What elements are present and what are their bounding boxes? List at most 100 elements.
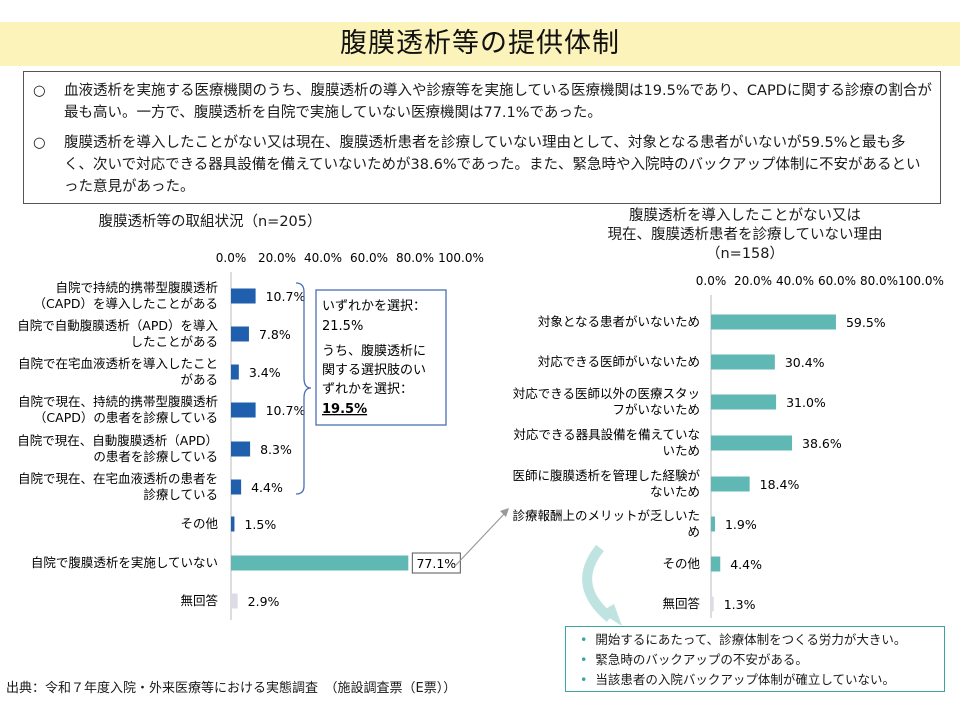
axis-tick-label: 0.0% [216, 251, 247, 265]
axis-tick-label: 0.0% [696, 274, 727, 288]
axis-tick-label: 60.0% [818, 274, 856, 288]
bar [231, 593, 238, 609]
axis-tick-label: 20.0% [258, 251, 296, 265]
category-label: がある [180, 372, 218, 387]
axis-tick-label: 100.0% [898, 274, 944, 288]
curved-arrow [582, 544, 614, 622]
summary-box: ○ 血液透析を実施する医療機関のうち、腹膜透析の導入や診療等を実施している医療機… [23, 71, 941, 204]
bar [231, 402, 256, 418]
link-arrow-head [500, 508, 509, 517]
bar [231, 516, 235, 532]
category-label: その他 [180, 516, 218, 531]
right-chart-title: 腹膜透析を導入したことがない又は 現在、腹膜透析患者を診療していない理由 （n=… [555, 207, 935, 264]
value-label: 3.4% [249, 365, 281, 380]
category-label: 診療報酬上のメリットが乏しいた [512, 508, 700, 523]
bar [231, 288, 256, 304]
bar [711, 435, 793, 451]
bullet-mark: ○ [33, 83, 46, 99]
note-item: • 当該患者の入院バックアップ体制が確立していない。 [580, 672, 896, 687]
bullet-dot-icon: • [580, 632, 588, 647]
bar [231, 555, 409, 571]
category-label: 自院で自動腹膜透析（APD）を導入 [17, 318, 218, 333]
left-chart-title: 腹膜透析等の取組状況（n=205） [98, 214, 322, 230]
value-label: 31.0% [786, 395, 826, 410]
category-label: 医師に腹膜透析を管理した経験が [512, 468, 700, 483]
link-arrow-line [454, 512, 506, 567]
value-label: 77.1% [416, 556, 456, 571]
summary-text: 腹膜透析を導入したことがない又は現在、腹膜透析患者を診療していない理由として、対… [64, 135, 921, 195]
category-label: 自院で腹膜透析を実施していない [31, 555, 218, 570]
bullet-dot-icon: • [580, 652, 588, 667]
left-bar-chart: 0.0% 20.0% 40.0% 60.0% 80.0% 100.0% 10.7% 自院で持続… [17, 251, 484, 620]
callout-line: ずれかを選択： [322, 382, 413, 397]
callout-line: いずれかを選択： [322, 299, 426, 314]
bar [711, 314, 836, 330]
value-label-box [411, 552, 461, 574]
category-label: 無回答 [662, 596, 700, 611]
axis-tick-label: 40.0% [304, 251, 342, 265]
value-label: 8.3% [260, 442, 292, 457]
bar [231, 479, 242, 495]
notes-box: • 開始するにあたって、診療体制をつくる労力が大きい。 • 緊急時のバックアップの不… [565, 626, 945, 692]
right-bar-chart: 0.0% 20.0% 40.0% 60.0% 80.0% 100.0% 59.5% 対象となる… [512, 274, 944, 618]
axis-tick-label: 40.0% [776, 274, 814, 288]
value-label: 18.4% [760, 477, 800, 492]
callout-line: うち、腹膜透析に [322, 343, 426, 359]
category-label: （CAPD）を導入したことがある [34, 296, 218, 311]
callout-box [315, 289, 447, 426]
category-label: 自院で在宅血液透析を導入したこと [18, 356, 218, 371]
category-label: 無回答 [180, 593, 218, 608]
category-label: （CAPD）の患者を診療している [34, 410, 218, 425]
value-label: 38.6% [802, 436, 842, 451]
value-label: 10.7% [266, 403, 306, 418]
page-title: 腹膜透析等の提供体制 [340, 28, 620, 59]
bar [711, 556, 721, 572]
category-label: 対応できる医師以外の医療スタッ [513, 386, 700, 401]
bar [711, 516, 715, 532]
right-title-line: 腹膜透析を導入したことがない又は [629, 208, 861, 224]
bar [711, 596, 714, 612]
axis-tick-label: 60.0% [350, 251, 388, 265]
category-label: 自院で持続的携帯型腹膜透析 [55, 280, 218, 295]
axis-tick-label: 100.0% [438, 251, 484, 265]
category-label: め [687, 524, 700, 539]
value-label: 1.5% [244, 517, 276, 532]
value-label: 7.8% [259, 327, 291, 342]
category-label: の患者を診療している [93, 449, 218, 464]
summary-text: 血液透析を実施する医療機関のうち、腹膜透析の導入や診療等を実施している医療機関は… [64, 83, 932, 121]
value-label: 2.9% [248, 594, 280, 609]
category-label: 自院で現在、自動腹膜透析（APD） [17, 433, 218, 448]
axis-tick-label: 80.0% [396, 251, 434, 265]
category-label: 対象となる患者がいないため [538, 314, 700, 329]
value-label: 30.4% [785, 355, 825, 370]
category-label: その他 [662, 556, 700, 571]
bar [711, 354, 775, 370]
category-label: 自院で現在、持続的携帯型腹膜透析 [18, 394, 218, 409]
category-label: 対応できる医師がいないため [538, 354, 700, 369]
category-label: いため [662, 443, 700, 458]
category-label: フがいないため [612, 402, 700, 417]
value-label: 59.5% [846, 315, 886, 330]
bar [231, 441, 251, 457]
right-title-line: （n=158） [705, 246, 784, 262]
category-label: したことがある [130, 334, 218, 349]
note-item: • 緊急時のバックアップの不安がある。 [580, 652, 808, 667]
note-item: • 開始するにあたって、診療体制をつくる労力が大きい。 [580, 632, 907, 647]
callout-line: 関する選択肢のい [322, 362, 426, 378]
value-label: 10.7% [266, 289, 306, 304]
bar [711, 476, 750, 492]
right-title-line: 現在、腹膜透析患者を診療していない理由 [607, 227, 883, 243]
value-label: 4.4% [730, 557, 762, 572]
bar [231, 364, 239, 380]
source-note: 出典：令和７年度入院・外来医療等における実態調査 （施設調査票（E票）） [6, 681, 457, 696]
category-label: 対応できる器具設備を備えていな [513, 427, 700, 442]
category-label: ないため [650, 484, 700, 499]
axis-tick-label: 20.0% [734, 274, 772, 288]
value-label: 1.3% [724, 597, 756, 612]
value-label: 1.9% [725, 517, 757, 532]
callout-line: 19.5% [322, 402, 367, 417]
bar [231, 326, 249, 342]
callout-line: 21.5% [322, 319, 363, 334]
category-label: 自院で現在、在宅血液透析の患者を [18, 471, 218, 486]
